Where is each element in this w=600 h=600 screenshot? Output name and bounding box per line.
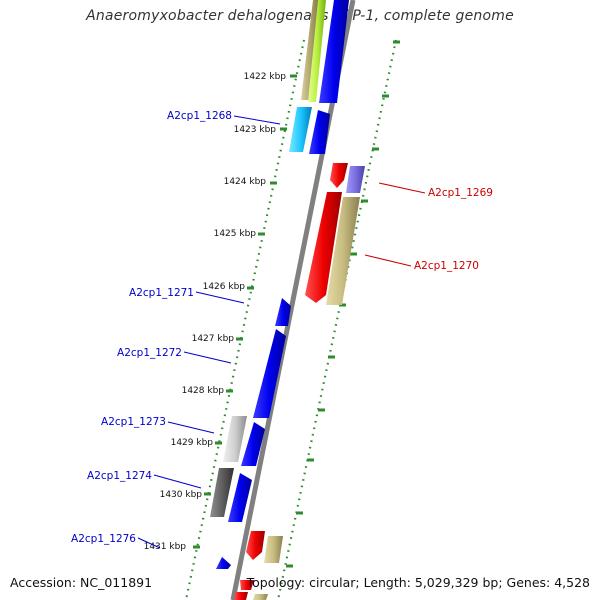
leader-line bbox=[233, 115, 281, 125]
kbp-label-1424: 1424 kbp bbox=[224, 177, 267, 187]
leader-line bbox=[183, 351, 232, 364]
gene-feature[interactable] bbox=[234, 592, 248, 600]
gene-feature[interactable] bbox=[326, 197, 360, 305]
gene-label-a2cp1-1270[interactable]: A2cp1_1270 bbox=[414, 260, 479, 272]
gene-feature[interactable] bbox=[289, 107, 312, 152]
kbp-label-1422: 1422 kbp bbox=[244, 72, 287, 82]
gene-feature[interactable] bbox=[346, 166, 365, 193]
gene-feature[interactable] bbox=[305, 192, 342, 303]
gene-label-a2cp1-1269[interactable]: A2cp1_1269 bbox=[428, 187, 493, 199]
gene-feature[interactable] bbox=[330, 163, 348, 188]
gene-feature[interactable] bbox=[264, 536, 283, 563]
leader-line bbox=[137, 537, 161, 549]
leader-line bbox=[364, 254, 412, 267]
gene-label-a2cp1-1272[interactable]: A2cp1_1272 bbox=[117, 347, 182, 359]
leader-line bbox=[167, 421, 215, 434]
gene-feature[interactable] bbox=[240, 580, 254, 590]
gene-label-a2cp1-1276[interactable]: A2cp1_1276 bbox=[71, 533, 136, 545]
gene-feature[interactable] bbox=[319, 0, 349, 103]
gene-label-a2cp1-1274[interactable]: A2cp1_1274 bbox=[87, 470, 152, 482]
kbp-label-1425: 1425 kbp bbox=[214, 229, 257, 239]
map-title: Anaeromyxobacter dehalogenans 2CP-1, com… bbox=[86, 8, 514, 24]
gene-feature[interactable] bbox=[223, 416, 247, 462]
gene-feature[interactable] bbox=[253, 329, 286, 418]
kbp-label-1428: 1428 kbp bbox=[182, 386, 225, 396]
gene-feature[interactable] bbox=[216, 557, 231, 569]
kbp-label-1431: 1431 kbp bbox=[144, 542, 187, 552]
kbp-label-1430: 1430 kbp bbox=[160, 490, 203, 500]
gene-feature[interactable] bbox=[253, 594, 268, 600]
gene-feature[interactable] bbox=[241, 422, 265, 466]
gene-feature[interactable] bbox=[309, 110, 330, 154]
leader-line bbox=[195, 291, 245, 304]
gene-feature[interactable] bbox=[210, 468, 234, 517]
kbp-tick-marks bbox=[193, 74, 297, 549]
gene-label-a2cp1-1268[interactable]: A2cp1_1268 bbox=[167, 110, 232, 122]
genome-info-text: Topology: circular; Length: 5,029,329 bp… bbox=[246, 575, 590, 590]
gene-label-a2cp1-1273[interactable]: A2cp1_1273 bbox=[101, 416, 166, 428]
kbp-label-1426: 1426 kbp bbox=[203, 282, 246, 292]
gene-feature[interactable] bbox=[228, 473, 252, 522]
accession-text: Accession: NC_011891 bbox=[10, 575, 153, 590]
gene-label-a2cp1-1271[interactable]: A2cp1_1271 bbox=[129, 287, 194, 299]
gene-feature[interactable] bbox=[301, 0, 320, 100]
outer-tick-marks bbox=[286, 40, 400, 568]
gene-feature[interactable] bbox=[275, 298, 291, 326]
leader-line bbox=[153, 474, 202, 489]
gene-feature[interactable] bbox=[246, 531, 265, 560]
leader-line bbox=[378, 182, 426, 194]
kbp-label-1427: 1427 kbp bbox=[192, 334, 235, 344]
kbp-label-1423: 1423 kbp bbox=[234, 125, 277, 135]
kbp-label-1429: 1429 kbp bbox=[171, 438, 214, 448]
gene-feature[interactable] bbox=[308, 0, 326, 102]
